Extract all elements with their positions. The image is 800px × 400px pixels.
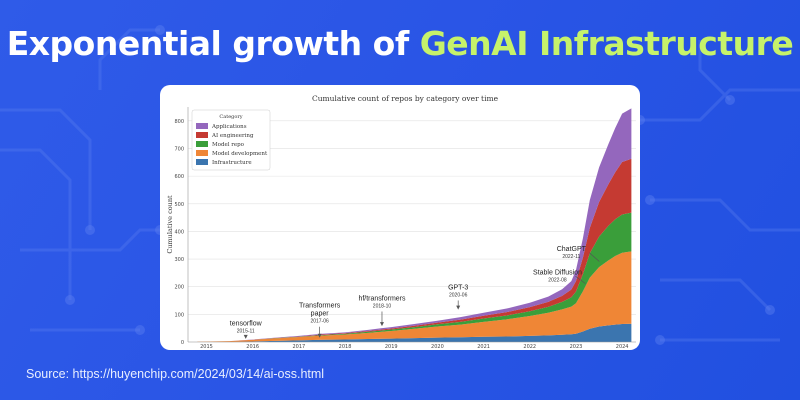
y-tick-label: 700 [174, 146, 184, 152]
area-chart: Cumulative count of repos by category ov… [166, 94, 636, 350]
page-title: Exponential growth of GenAI Infrastructu… [0, 24, 800, 63]
x-tick-label: 2024 [616, 344, 629, 350]
legend-entry: Model repo [212, 142, 245, 148]
annotation-date: 2015-11 [237, 328, 255, 334]
axes: 0 100 200 300 400 500 600 700 800 2015 2016 2017 201… [166, 107, 636, 350]
legend-title: Category [219, 114, 242, 120]
legend-swatch [196, 159, 208, 165]
annotation-label: hf/transformers [358, 296, 406, 303]
annotation-arrow [575, 275, 586, 284]
y-tick-label: 800 [174, 119, 184, 125]
legend-swatch [196, 141, 208, 147]
area-model-development [197, 251, 632, 342]
legend-entry: Applications [211, 124, 247, 130]
y-axis-label: Cumulative count [166, 195, 174, 254]
y-tick-label: 300 [174, 257, 184, 263]
x-tick-label: 2021 [477, 344, 490, 350]
legend-entry: Model development [212, 151, 268, 157]
legend-swatch [196, 150, 208, 156]
annotation-label: GPT-3 [448, 284, 468, 291]
chart-title: Cumulative count of repos by category ov… [312, 94, 499, 103]
x-tick-label: 2018 [339, 344, 352, 350]
annotation-label: tensorflow [230, 320, 263, 327]
area-series [197, 108, 632, 342]
annotation-date: 2022-11 [562, 254, 580, 260]
x-tick-label: 2019 [385, 344, 398, 350]
title-accent: GenAI Infrastructure [419, 24, 794, 63]
x-tick-label: 2017 [292, 344, 305, 350]
source-caption: Source: https://huyenchip.com/2024/03/14… [26, 367, 325, 381]
annotation-date: 2017-06 [310, 319, 329, 325]
x-tick-label: 2022 [523, 344, 536, 350]
legend-swatch [196, 132, 208, 138]
y-tick-label: 0 [181, 340, 184, 346]
annotation-label: paper [311, 311, 330, 318]
annotation-arrow [589, 252, 600, 262]
chart-card: Cumulative count of repos by category ov… [160, 85, 640, 350]
legend: Category Applications AI engineering Model … [191, 109, 271, 171]
legend-entry: AI engineering [211, 133, 254, 139]
legend-box [191, 109, 271, 171]
x-tick-label: 2020 [431, 344, 444, 350]
annotation-label: ChatGPT [557, 246, 587, 253]
annotation-label: Stable Diffusion [533, 269, 582, 276]
x-tick-label: 2016 [246, 344, 259, 350]
annotation-label: Transformers [299, 303, 341, 310]
annotation-date: 2022-08 [548, 277, 567, 283]
annotation-arrowhead [243, 334, 248, 339]
title-main: Exponential growth of [6, 24, 420, 63]
annotation-date: 2018-10 [373, 304, 392, 310]
y-tick-label: 100 [174, 312, 184, 318]
x-tick-label: 2015 [200, 344, 213, 350]
y-tick-label: 200 [174, 285, 184, 291]
y-tick-label: 500 [174, 202, 184, 208]
y-tick-label: 600 [174, 174, 184, 180]
annotation-arrowhead [456, 305, 461, 310]
legend-entry: Infrastructure [212, 160, 252, 166]
area-infrastructure [197, 323, 632, 342]
annotation-arrowhead [317, 333, 322, 338]
annotation-arrowhead [379, 322, 384, 327]
y-tick-label: 400 [174, 229, 184, 235]
annotation-date: 2020-06 [449, 292, 468, 298]
x-tick-label: 2023 [570, 344, 583, 350]
legend-swatch [196, 123, 208, 129]
